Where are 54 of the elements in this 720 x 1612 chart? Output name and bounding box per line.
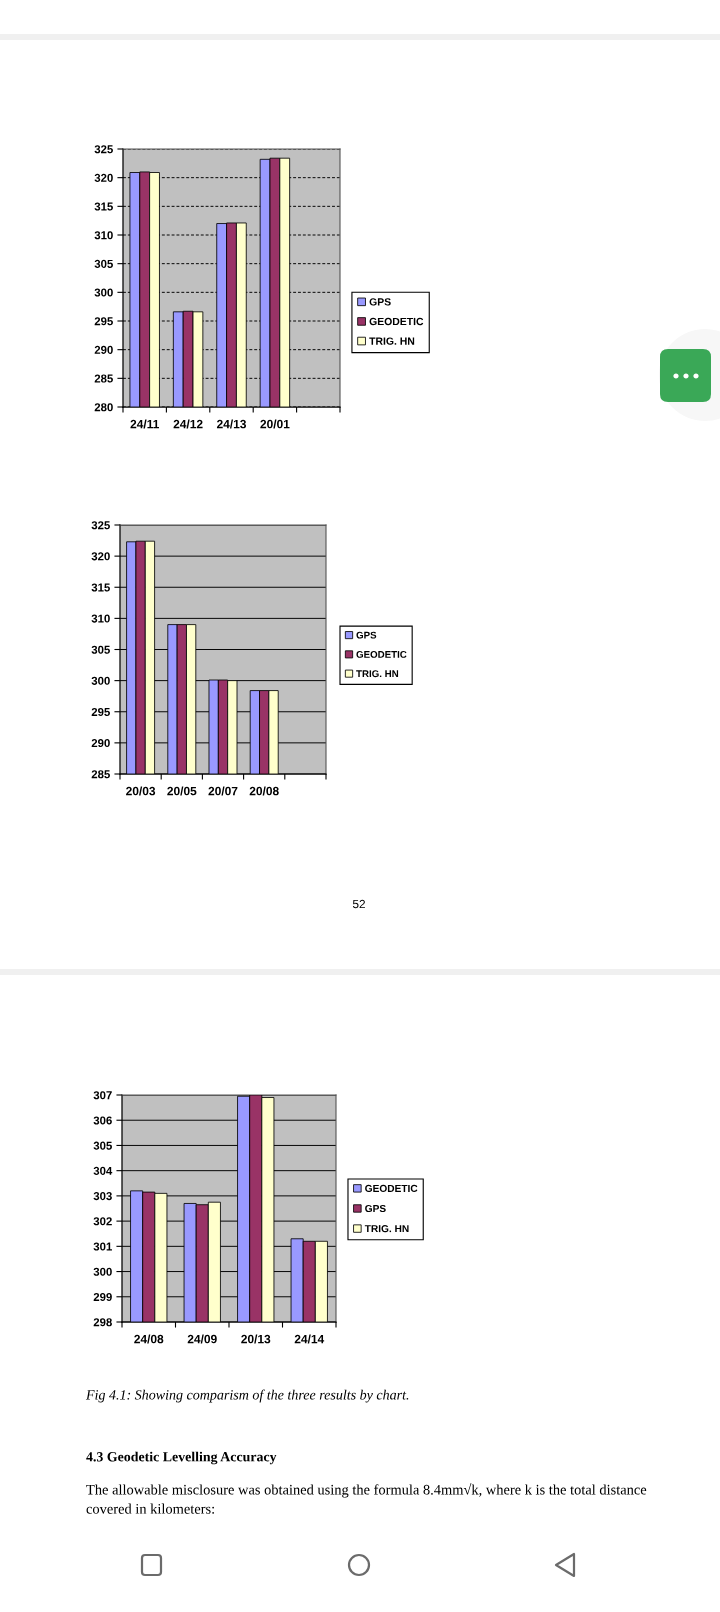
y-tick-label: 298 (93, 1318, 112, 1327)
x-tick-label: 20/13 (241, 1334, 271, 1344)
y-tick-label: 303 (93, 1192, 112, 1201)
y-tick-label: 305 (91, 645, 110, 654)
x-tick-label: 20/03 (126, 786, 156, 796)
y-tick-label: 310 (91, 614, 110, 623)
legend-label: GPS (369, 298, 391, 306)
y-tick-label: 305 (93, 1141, 112, 1150)
y-tick-label: 301 (93, 1242, 112, 1251)
y-tick-label: 325 (91, 521, 110, 530)
x-tick-label: 24/09 (187, 1334, 217, 1344)
y-tick-label: 320 (91, 552, 110, 561)
x-tick-label: 20/07 (208, 786, 238, 796)
y-tick-label: 290 (94, 345, 113, 354)
y-tick-label: 300 (94, 288, 113, 297)
text: The allowable misclosure was obtained using the formula 8.4mm√k, where k is the total distance covered in kilometers: (86, 1483, 647, 1514)
legend-label: GEODETIC (356, 650, 407, 658)
y-tick-label: 304 (93, 1166, 113, 1175)
x-tick-label: 24/08 (134, 1334, 164, 1344)
y-tick-label: 305 (94, 259, 113, 268)
x-tick-label: 24/14 (294, 1334, 325, 1344)
y-tick-label: 290 (91, 739, 110, 748)
y-tick-label: 306 (93, 1116, 112, 1125)
text: 4.3 Geodetic Levelling Accuracy (86, 1451, 277, 1465)
y-tick-label: 300 (93, 1267, 112, 1276)
y-tick-label: 315 (91, 583, 110, 592)
y-tick-label: 285 (91, 770, 110, 779)
x-tick-label: 24/11 (130, 419, 159, 429)
y-tick-label: 307 (93, 1091, 112, 1100)
x-tick-label: 20/05 (167, 786, 197, 796)
x-tick-label: 20/01 (260, 419, 290, 429)
legend-label: GPS (356, 631, 377, 639)
y-tick-label: 300 (91, 676, 110, 685)
y-tick-label: 315 (94, 202, 113, 211)
y-tick-label: 299 (93, 1292, 112, 1302)
y-tick-label: 280 (94, 403, 113, 412)
y-tick-label: 295 (94, 317, 113, 326)
y-tick-label: 310 (94, 231, 113, 240)
y-tick-label: 302 (93, 1217, 112, 1226)
text: 52 (352, 899, 365, 909)
x-tick-label: 24/12 (173, 419, 203, 429)
y-tick-label: 320 (94, 173, 113, 182)
y-tick-label: 285 (94, 374, 113, 383)
legend-label: GPS (365, 1204, 386, 1213)
legend-label: TRIG. HN (356, 670, 399, 678)
y-tick-label: 325 (94, 145, 113, 154)
x-tick-label: 20/08 (249, 786, 279, 796)
legend-label: TRIG. HN (369, 337, 415, 345)
legend-label: GEODETIC (369, 317, 424, 326)
x-tick-label: 24/13 (216, 419, 247, 429)
legend-label: GEODETIC (365, 1184, 418, 1193)
legend-label: TRIG. HN (364, 1225, 409, 1233)
y-tick-label: 295 (91, 707, 110, 716)
caption: Fig 4.1: Showing comparism of the three results by chart. (85, 1389, 409, 1403)
